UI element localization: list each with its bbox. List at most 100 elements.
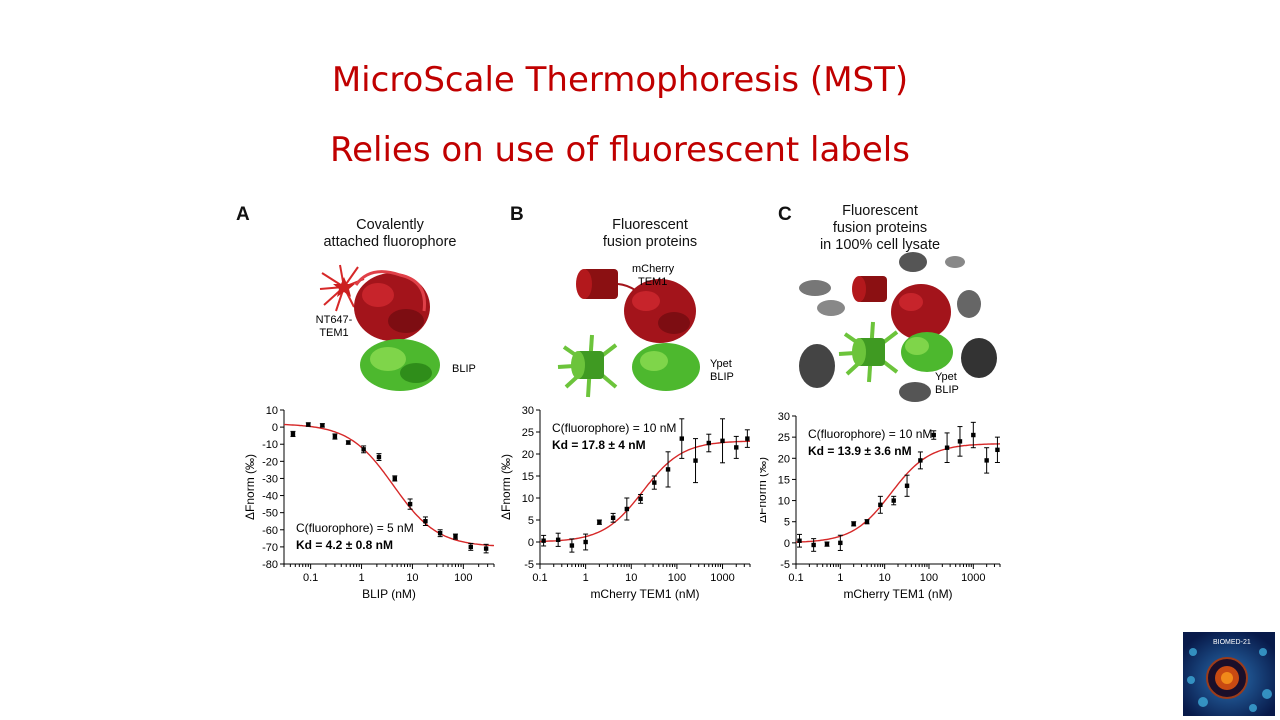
logo-text: BIOMED-21	[1213, 639, 1251, 646]
chart-0-x-tick-label: 10	[406, 572, 418, 584]
panel-b-partner-label: Ypet BLIP	[710, 358, 734, 383]
chart-0-xlabel: BLIP (nM)	[362, 587, 416, 601]
panel-c-caption-line2: fusion proteins	[832, 220, 928, 236]
panel-a-fluor-label-line2: TEM1	[319, 327, 348, 339]
chart-1-data-point	[597, 520, 602, 525]
slide-subtitle: Relies on use of fluorescent labels	[330, 130, 910, 170]
chart-2-data-point	[824, 541, 830, 547]
chart-1-data-point	[638, 496, 643, 502]
chart-0-data-point	[453, 534, 458, 539]
chart-0-y-tick-label: -80	[262, 559, 278, 571]
chart-2-data-point	[918, 458, 923, 463]
chart-0-data-point	[306, 422, 311, 427]
chart-1-data-point	[555, 537, 561, 542]
chart-0-data-point	[392, 476, 397, 481]
chart-2-data-point	[838, 540, 843, 546]
chart-2-y-tick-label: 20	[778, 453, 790, 465]
chart-2-data-point	[891, 498, 896, 503]
chart-2-x-tick-label: 0.1	[788, 572, 803, 584]
panel-letter-c: C	[778, 204, 792, 225]
chart-1-data-point	[583, 539, 588, 545]
ypet-glow-icon	[838, 321, 899, 383]
panel-b-fluor-label-line1: mCherry	[632, 263, 675, 275]
chart-0-data-point	[332, 434, 338, 439]
chart-2-data-point	[811, 542, 816, 548]
panel-a-caption: Covalently attached fluorophore	[300, 217, 480, 251]
chart-0-y-tick-label: -40	[262, 491, 278, 503]
chart-1-data-point	[706, 440, 711, 446]
chart-0-fit-curve	[284, 423, 495, 547]
panel-b-caption-line1: Fluorescent	[612, 217, 688, 233]
tem1-protein-shape	[624, 279, 696, 343]
mcherry-barrel-icon	[576, 269, 618, 299]
chart-1-x-tick-label: 100	[668, 572, 686, 584]
chart-0-y-tick-label: -70	[262, 542, 278, 554]
chart-1-annotation-concentration: C(fluorophore) = 10 nM	[552, 421, 676, 435]
mcherry-barrel-icon	[852, 276, 887, 302]
panel-c-caption-line3: in 100% cell lysate	[819, 237, 941, 253]
panel-a-partner-label: BLIP	[452, 363, 476, 375]
chart-2-y-tick-label: 10	[778, 496, 790, 508]
lysate-background-proteins	[799, 252, 997, 402]
chart-1-x-tick-label: 1	[583, 572, 589, 584]
tem1-protein-shape	[891, 284, 951, 340]
chart-1-y-tick-label: 15	[522, 471, 534, 483]
chart-1-y-tick-label: 25	[522, 427, 534, 439]
chart-2-y-tick-label: -5	[780, 559, 790, 571]
panel-c-molecule-illustration: Ypet BLIP	[799, 252, 997, 402]
chart-1-data-point	[652, 480, 657, 485]
panel-a-fluor-label-line1: NT647-	[316, 314, 353, 326]
chart-2-data-point	[797, 538, 802, 543]
chart-0-y-tick-label: 0	[272, 422, 278, 434]
chart-a: 100-10-20-30-40-50-60-70-800.1 1 10 100BLIP…	[243, 405, 495, 601]
chart-1-y-tick-label: 30	[522, 405, 534, 417]
chart-1-x-tick-label: 1000	[710, 572, 734, 584]
chart-0-ylabel: ΔFnorm (‰)	[243, 454, 257, 520]
chart-1-data-point	[624, 506, 630, 512]
chart-1-fit-curve	[540, 440, 751, 543]
panel-a-caption-line1: Covalently	[356, 217, 424, 233]
chart-0-x-tick-label: 0.1	[303, 572, 318, 584]
panel-b-fluor-label: mCherry TEM1	[632, 263, 675, 288]
chart-1-data-point	[610, 515, 616, 520]
panel-letter-b: B	[510, 204, 524, 225]
panel-b-partner-label-line1: Ypet	[710, 358, 732, 370]
chart-0-data-point	[376, 454, 382, 460]
chart-0-data-point	[437, 531, 443, 536]
chart-2-xlabel: mCherry TEM1 (nM)	[843, 587, 952, 601]
chart-1-data-point	[720, 438, 725, 443]
panel-b-molecule-illustration: mCherry TEM1 Ypet BLIP	[557, 263, 734, 398]
panel-b-partner-label-line2: BLIP	[710, 371, 734, 383]
chart-1-x-tick-label: 10	[625, 572, 637, 584]
chart-2-y-tick-label: 15	[778, 474, 790, 486]
chart-2-data-point	[971, 432, 976, 438]
chart-2-data-point	[995, 447, 1000, 453]
chart-1-data-point	[679, 436, 684, 441]
panel-a-molecule-illustration: NT647-TEM1 BLIP	[316, 264, 476, 391]
chart-0-data-point	[290, 431, 296, 437]
chart-0-data-point	[468, 544, 473, 550]
chart-1-y-tick-label: -5	[524, 559, 534, 571]
chart-0-y-tick-label: -20	[262, 456, 278, 468]
panel-letter-a: A	[236, 204, 250, 225]
panel-b-caption-line2: fusion proteins	[602, 234, 698, 250]
chart-1-y-tick-label: 5	[528, 515, 534, 527]
chart-2-y-tick-label: 25	[778, 432, 790, 444]
panel-b-fluor-label-line2: TEM1	[638, 276, 667, 288]
chart-2-annotation-concentration: C(fluorophore) = 10 nM	[808, 427, 932, 441]
chart-0-x-tick-label: 100	[454, 572, 472, 584]
chart-0-y-tick-label: -50	[262, 508, 278, 520]
slide-title: MicroScale Thermophoresis (MST)	[331, 60, 909, 100]
chart-1-data-point	[569, 543, 575, 548]
chart-b: -5 0 5 10 15 20 25 30 0.1 1 10 100 1000 mCherry TEM1 …	[500, 405, 751, 601]
panel-a-fluor-label: NT647-TEM1	[316, 314, 353, 339]
panel-c-partner-label: Ypet BLIP	[935, 371, 959, 396]
chart-0-data-point	[407, 501, 413, 507]
chart-2-x-tick-label: 1000	[961, 572, 985, 584]
tem1-protein-shape	[354, 270, 430, 341]
chart-2-data-point	[904, 483, 910, 488]
chart-0-annotation-concentration: C(fluorophore) = 5 nM	[296, 521, 414, 535]
chart-2-y-tick-label: 5	[784, 517, 790, 529]
chart-1-x-tick-label: 0.1	[532, 572, 547, 584]
chart-1-xlabel: mCherry TEM1 (nM)	[590, 587, 699, 601]
